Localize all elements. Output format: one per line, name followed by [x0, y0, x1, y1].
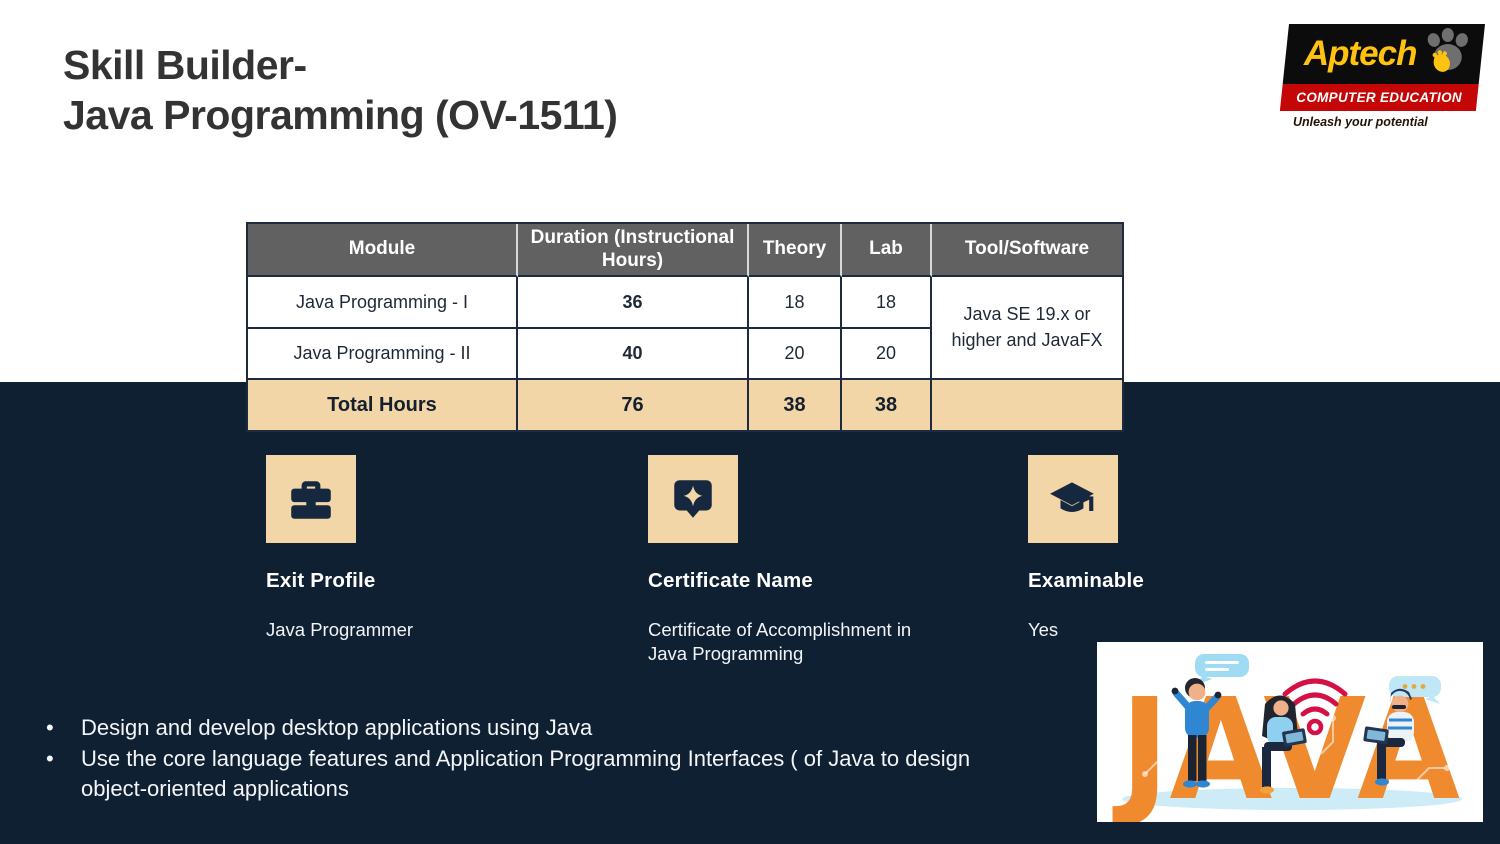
table-cell-theory-2: 20: [749, 329, 842, 380]
page-title-line2: Java Programming (OV-1511): [63, 92, 618, 138]
aptech-brand-text: Aptech: [1303, 34, 1417, 73]
page-title: Skill Builder- Java Programming (OV-1511…: [63, 40, 618, 140]
table-header-duration: Duration (Instructional Hours): [518, 224, 749, 277]
table-cell-total-tool-empty: [932, 380, 1122, 430]
aptech-division-text: COMPUTER EDUCATION: [1296, 90, 1463, 105]
certificate-badge-icon: [674, 480, 712, 518]
aptech-logo-black-band: Aptech: [1282, 24, 1485, 84]
speech-bubble-right: [1389, 676, 1441, 704]
briefcase-icon: [291, 481, 331, 519]
table-cell-module-2: Java Programming - II: [248, 329, 518, 380]
certificate-name-card: Certificate Name Certificate of Accompli…: [648, 455, 968, 666]
table-cell-tool-software: Java SE 19.x or higher and JavaFX: [932, 277, 1122, 380]
examinable-value: Yes: [1028, 619, 1059, 640]
exit-profile-card: Exit Profile Java Programmer: [266, 455, 596, 642]
aptech-logo: Aptech COMPUTER EDUCATION: [1279, 24, 1485, 129]
table-cell-lab-2: 20: [842, 329, 932, 380]
aptech-tagline: Unleash your potential: [1293, 115, 1428, 129]
aptech-logo-red-band: COMPUTER EDUCATION: [1279, 84, 1479, 111]
table-header-lab: Lab: [842, 224, 932, 277]
table-header-module: Module: [248, 224, 518, 277]
aptech-logo-bands: Aptech COMPUTER EDUCATION: [1279, 24, 1485, 111]
table-cell-total-label: Total Hours: [248, 380, 518, 430]
java-illustration: JAVA: [1097, 642, 1483, 822]
certificate-icon-box: [648, 455, 738, 543]
table-cell-total-theory: 38: [749, 380, 842, 430]
exit-profile-icon-box: [266, 455, 356, 543]
person-sitting-right: [1363, 688, 1414, 786]
certificate-name-value: Certificate of Accomplishment in Java Pr…: [648, 619, 912, 664]
table-cell-duration-2: 40: [518, 329, 749, 380]
table-cell-lab-1: 18: [842, 277, 932, 329]
table-cell-module-1: Java Programming - I: [248, 277, 518, 329]
graduation-cap-icon: [1050, 482, 1094, 513]
person-standing: [1171, 678, 1222, 788]
certificate-name-title: Certificate Name: [648, 569, 813, 592]
table-cell-total-duration: 76: [518, 380, 749, 430]
table-header-tool: Tool/Software: [932, 224, 1122, 277]
table-cell-theory-1: 18: [749, 277, 842, 329]
paw-icon: [1422, 27, 1472, 81]
examinable-icon-box: [1028, 455, 1118, 543]
person-sitting-center: [1260, 695, 1307, 794]
learning-outcomes-list: Design and develop desktop applications …: [44, 713, 984, 805]
examinable-card: Examinable Yes: [1028, 455, 1288, 642]
table-header-theory: Theory: [749, 224, 842, 277]
exit-profile-title: Exit Profile: [266, 569, 376, 592]
table-cell-duration-1: 36: [518, 277, 749, 329]
list-item: Use the core language features and Appli…: [44, 744, 984, 805]
page-title-line1: Skill Builder-: [63, 42, 307, 88]
course-table: Module Duration (Instructional Hours) Th…: [246, 222, 1124, 432]
list-item: Design and develop desktop applications …: [44, 713, 984, 744]
exit-profile-value: Java Programmer: [266, 619, 414, 640]
table-cell-total-lab: 38: [842, 380, 932, 430]
examinable-title: Examinable: [1028, 569, 1144, 592]
